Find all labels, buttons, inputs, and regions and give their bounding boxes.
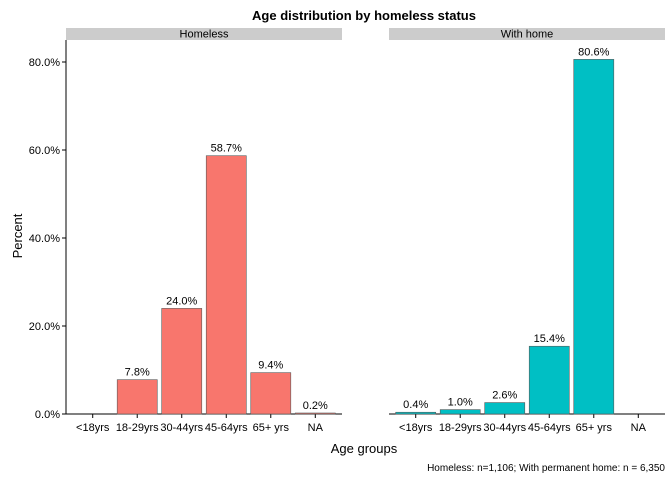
- bar: [250, 372, 292, 415]
- data-label: 0.2%: [303, 400, 328, 412]
- bar: [294, 412, 336, 415]
- y-tick-label: 40.0%: [29, 233, 60, 245]
- panel-0: Homeless <18yrs 18-29yrs 7.8% 30-44yrs 24.0% 4…: [66, 28, 342, 434]
- chart-caption: Homeless: n=1,106; With permanent home: …: [427, 463, 665, 474]
- bar: [484, 402, 526, 415]
- facet-strip-label: Homeless: [180, 29, 229, 41]
- x-tick-label: 45-64yrs: [205, 422, 248, 434]
- bar: [439, 409, 481, 415]
- x-tick-label: 65+ yrs: [576, 422, 613, 434]
- x-tick-label: 18-29yrs: [439, 422, 482, 434]
- data-label: 15.4%: [534, 333, 565, 345]
- data-label: 0.4%: [403, 399, 428, 411]
- data-label: 9.4%: [258, 360, 283, 372]
- data-label: 7.8%: [125, 367, 150, 379]
- bar: [205, 155, 247, 415]
- data-label: 24.0%: [166, 295, 197, 307]
- bar: [573, 59, 615, 415]
- y-tick-label: 80.0%: [29, 57, 60, 69]
- bar: [116, 379, 158, 415]
- facet-strip-label: With home: [501, 29, 554, 41]
- facet-strip-bg: [66, 28, 342, 40]
- chart-title: Age distribution by homeless status: [252, 8, 476, 23]
- data-label: 58.7%: [211, 143, 242, 155]
- data-label: 1.0%: [448, 397, 473, 409]
- x-tick-label: <18yrs: [76, 422, 110, 434]
- y-tick-label: 0.0%: [35, 409, 60, 421]
- x-tick-label: 65+ yrs: [253, 422, 290, 434]
- x-tick-label: NA: [308, 422, 324, 434]
- data-label: 80.6%: [578, 46, 609, 58]
- x-tick-label: 18-29yrs: [116, 422, 159, 434]
- y-axis-title: Percent: [10, 213, 25, 258]
- x-tick-label: 30-44yrs: [483, 422, 526, 434]
- bar: [161, 308, 203, 415]
- x-axis-title: Age groups: [331, 441, 398, 456]
- facet-strip-bg: [389, 28, 665, 40]
- chart-panels: 0.0% 20.0% 40.0% 60.0% 80.0% Homeless <18yrs 18…: [29, 28, 665, 434]
- x-tick-label: 30-44yrs: [160, 422, 203, 434]
- bar: [528, 345, 570, 415]
- y-tick-label: 20.0%: [29, 321, 60, 333]
- x-tick-label: NA: [631, 422, 647, 434]
- x-tick-label: 45-64yrs: [528, 422, 571, 434]
- panel-1: With home <18yrs 0.4% 18-29yrs 1.0% 30-44yrs 2…: [389, 28, 665, 434]
- bar: [395, 411, 437, 415]
- x-tick-label: <18yrs: [399, 422, 433, 434]
- y-tick-label: 60.0%: [29, 145, 60, 157]
- data-label: 2.6%: [492, 390, 517, 402]
